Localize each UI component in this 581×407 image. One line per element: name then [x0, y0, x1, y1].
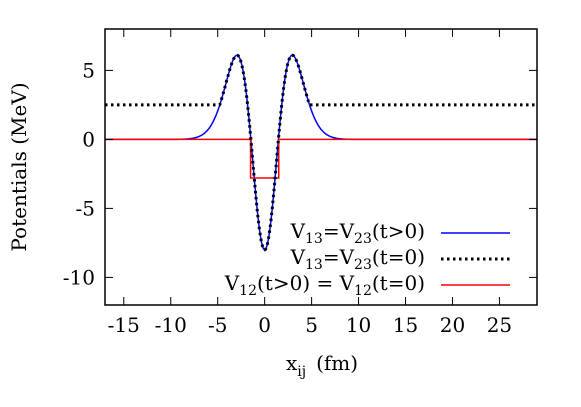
- series-line-0: [105, 54, 537, 251]
- x-tick-label: -10: [155, 313, 187, 337]
- legend-label-1: V13=V23(t=0): [290, 245, 425, 273]
- y-axis-title: Potentials (MeV): [7, 82, 31, 251]
- tick-labels: -15 -10 -5 0 5 10 15 20 25 5 0 -5 -10: [63, 58, 512, 337]
- series-layer: [105, 53, 537, 252]
- x-axis-title-main: x: [286, 351, 298, 375]
- y-tick-label: -10: [63, 265, 95, 289]
- x-tick-label: -15: [108, 313, 140, 337]
- x-tick-label: 0: [258, 313, 271, 337]
- x-tick-label: 20: [440, 313, 465, 337]
- ticks-layer: [105, 29, 537, 305]
- x-axis-title: xij (fm): [286, 351, 358, 380]
- x-axis-title-unit: (fm): [316, 351, 358, 375]
- legend: V13=V23(t>0)V13=V23(t=0)V12(t>0) = V12(t…: [224, 219, 510, 299]
- plot-frame: [104, 28, 538, 306]
- x-tick-label: 25: [487, 313, 512, 337]
- x-tick-label: 10: [346, 313, 371, 337]
- y-tick-label: -5: [76, 196, 95, 220]
- series-line-1: [105, 53, 537, 252]
- x-axis-title-subscript: ij: [297, 364, 306, 380]
- x-tick-label: -5: [208, 313, 227, 337]
- y-tick-label: 0: [82, 127, 95, 151]
- legend-label-0: V13=V23(t>0): [290, 219, 425, 247]
- legend-label-2: V12(t>0) = V12(t=0): [224, 271, 425, 299]
- y-tick-label: 5: [82, 58, 95, 82]
- x-tick-label: 5: [305, 313, 318, 337]
- x-tick-label: 15: [393, 313, 418, 337]
- series-line-2: [105, 138, 537, 179]
